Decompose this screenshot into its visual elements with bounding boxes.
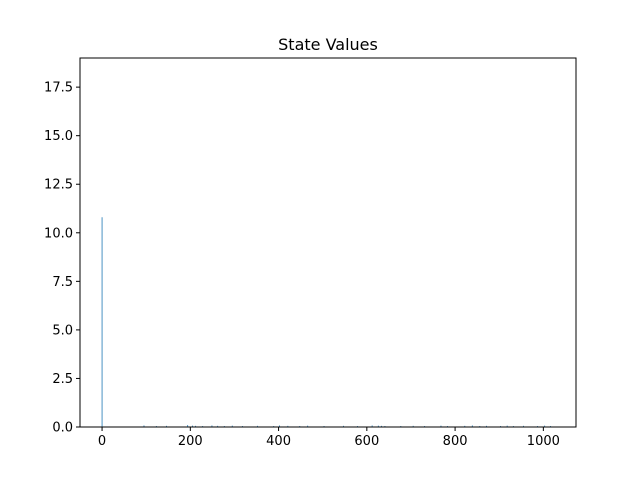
- y-tick-label: 12.5: [44, 178, 73, 193]
- y-tick-label: 15.0: [44, 129, 73, 144]
- bar: [486, 425, 487, 427]
- y-tick-label: 0.0: [52, 421, 73, 436]
- x-tick-label: 400: [266, 434, 291, 449]
- y-axis: 0.0 2.5 5.0 7.5 10.0 12.5 15.0 17.5: [44, 81, 80, 436]
- x-tick-label: 800: [443, 434, 468, 449]
- y-tick-label: 10.0: [44, 226, 73, 241]
- bar: [143, 425, 145, 427]
- x-tick-label: 600: [354, 434, 379, 449]
- bar: [187, 425, 189, 427]
- bar: [377, 425, 379, 427]
- x-axis: 0 200 400 600 800 1000: [98, 427, 560, 449]
- bar: [192, 425, 193, 427]
- x-tick-label: 200: [178, 434, 203, 449]
- bar: [380, 425, 382, 427]
- bar: [523, 425, 524, 427]
- plot-frame: [79, 57, 577, 428]
- bar: [256, 425, 258, 427]
- bar: [440, 425, 442, 427]
- y-tick-label: 7.5: [52, 275, 73, 290]
- chart-title: State Values: [278, 35, 378, 54]
- bar: [544, 425, 546, 427]
- y-tick-label: 5.0: [52, 323, 73, 338]
- bar: [195, 425, 197, 427]
- bar: [231, 425, 233, 427]
- bar: [279, 425, 280, 427]
- bar: [464, 425, 466, 427]
- bar: [217, 425, 219, 427]
- bar: [166, 425, 167, 427]
- y-tick-label: 17.5: [44, 81, 73, 96]
- bar: [287, 425, 289, 427]
- bar: [506, 425, 508, 427]
- bar: [471, 425, 473, 427]
- y-tick-label: 2.5: [52, 372, 73, 387]
- bar: [371, 425, 373, 427]
- x-tick-label: 0: [98, 434, 106, 449]
- bar: [101, 217, 103, 427]
- bar: [412, 425, 414, 427]
- bar: [343, 425, 344, 427]
- x-tick-label: 1000: [527, 434, 560, 449]
- bar: [211, 425, 213, 427]
- bar: [307, 425, 309, 427]
